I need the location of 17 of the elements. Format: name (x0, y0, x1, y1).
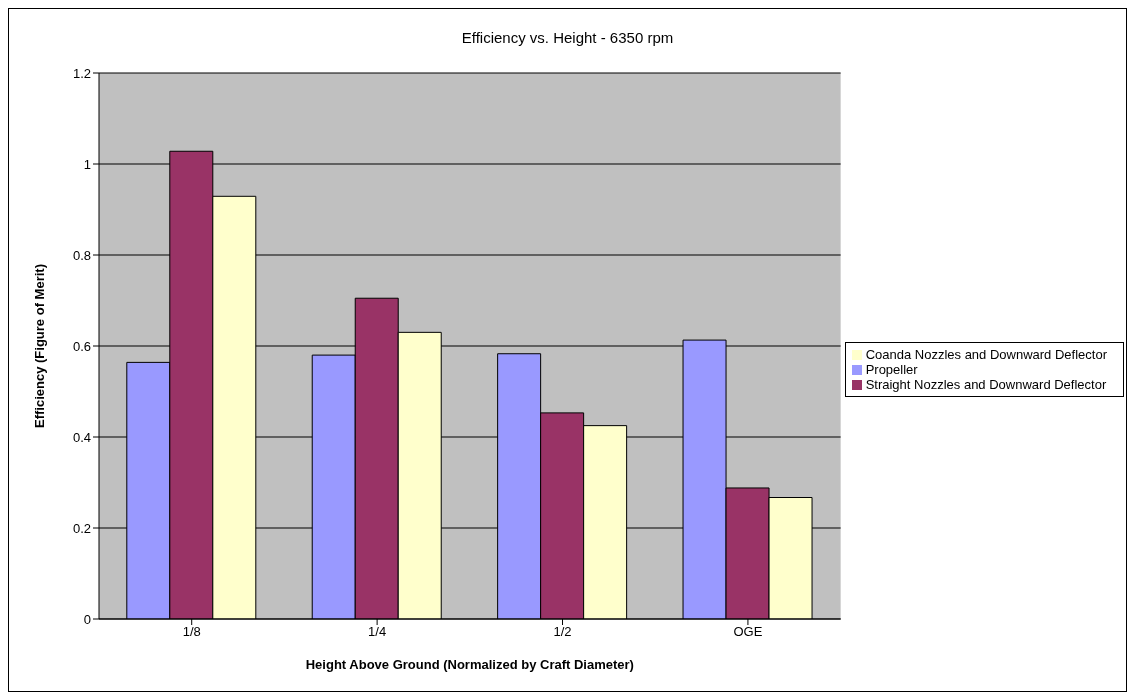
chart-title: Efficiency vs. Height - 6350 rpm (460, 28, 675, 48)
y-tick-label: 0.2 (72, 520, 91, 536)
y-tick-label: 0.8 (72, 247, 91, 263)
y-tick-label: 1.2 (72, 65, 91, 81)
y-tick-label: 0.4 (72, 429, 91, 445)
y-tick-label: 0 (83, 611, 91, 627)
x-tick-label: OGE (733, 624, 763, 640)
y-tick-label: 0.6 (72, 338, 91, 354)
x-tick-label: 1/4 (368, 624, 387, 640)
y-axis-title: Efficiency (Figure of Merit) (31, 264, 47, 428)
x-tick-label: 1/2 (553, 624, 572, 640)
x-tick-label: 1/8 (182, 624, 201, 640)
legend-label: Coanda Nozzles and Downward Deflector (865, 346, 1107, 362)
x-axis-title: Height Above Ground (Normalized by Craft Diameter) (305, 657, 634, 672)
legend-label: Straight Nozzles and Downward Deflector (865, 376, 1107, 392)
y-tick-label: 1 (83, 156, 91, 172)
legend-label: Propeller (865, 361, 918, 377)
